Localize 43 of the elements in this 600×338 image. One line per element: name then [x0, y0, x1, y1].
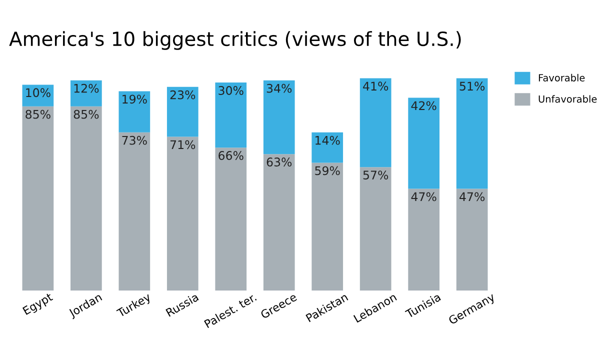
data-label: 19% — [122, 94, 147, 104]
bar — [215, 148, 247, 291]
data-label: 85% — [26, 110, 50, 119]
bar — [360, 167, 392, 291]
data-label: 63% — [266, 158, 292, 166]
data-label: 59% — [315, 166, 340, 176]
data-label: 12% — [74, 84, 99, 93]
bar — [360, 78, 392, 168]
bar — [263, 80, 295, 154]
data-label: 30% — [218, 86, 244, 95]
bar — [215, 82, 247, 148]
data-label: 73% — [122, 136, 147, 145]
data-label: 14% — [316, 136, 340, 145]
bar — [118, 132, 150, 291]
bar — [263, 154, 295, 291]
data-label: 85% — [74, 110, 99, 119]
legend-label: Unfavorable — [538, 95, 597, 103]
bar — [70, 80, 102, 106]
data-label: 42% — [411, 101, 436, 110]
legend-label: Favorable — [538, 74, 585, 82]
data-label: 47% — [411, 192, 436, 202]
bar — [70, 106, 102, 291]
bar — [408, 188, 440, 291]
data-label: 47% — [460, 192, 485, 202]
bar — [456, 188, 488, 291]
data-label: 10% — [26, 88, 50, 98]
bar — [166, 136, 198, 291]
bar — [312, 162, 344, 291]
bar — [456, 78, 488, 189]
bar — [118, 91, 150, 132]
bar — [166, 86, 198, 137]
bar — [408, 98, 440, 189]
data-label: 41% — [363, 82, 388, 91]
data-label: 57% — [363, 170, 388, 180]
data-label: 34% — [266, 84, 292, 93]
bar — [22, 106, 54, 291]
data-label: 66% — [218, 151, 244, 160]
data-label: 71% — [170, 140, 196, 150]
data-label: 51% — [460, 82, 485, 91]
bar — [312, 132, 344, 163]
bar — [22, 84, 54, 106]
chart-title: America's 10 biggest critics (views of the U.S.) — [9, 31, 461, 50]
data-label: 23% — [170, 90, 196, 100]
